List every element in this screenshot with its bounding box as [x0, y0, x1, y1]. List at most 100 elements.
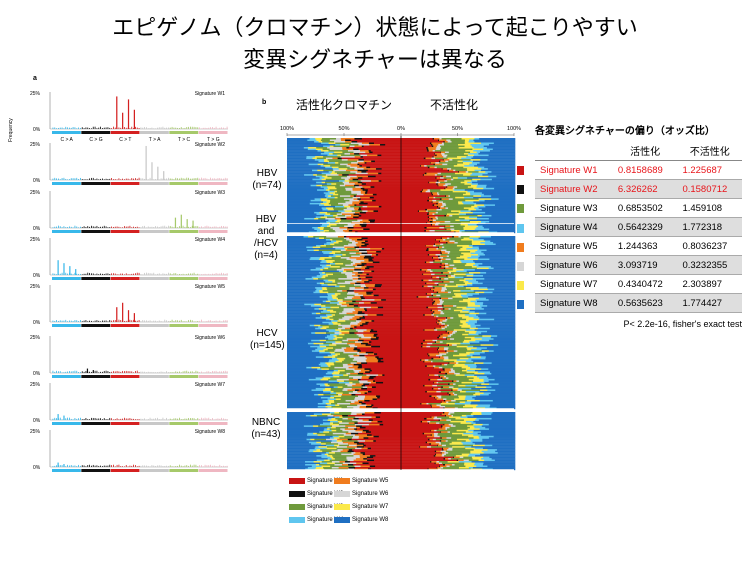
spectrum-bar	[146, 320, 147, 322]
composition-segment	[425, 245, 434, 247]
spectrum-bar	[138, 465, 140, 467]
spectrum-bar	[54, 127, 56, 129]
composition-segment	[321, 317, 330, 319]
composition-segment	[323, 348, 328, 351]
composition-segment	[343, 315, 355, 318]
spectrum-bar	[80, 417, 81, 420]
spectrum-peak-bar	[122, 112, 124, 129]
spectrum-bar	[179, 178, 180, 180]
composition-segment	[371, 254, 376, 256]
composition-segment	[483, 362, 492, 365]
composition-segment	[472, 282, 483, 285]
composition-segment	[313, 461, 322, 463]
composition-segment	[308, 378, 321, 381]
composition-segment	[287, 189, 318, 192]
composition-segment	[310, 443, 321, 445]
composition-segment	[287, 353, 331, 356]
spectrum-bar	[89, 128, 90, 129]
composition-segment	[447, 168, 452, 170]
composition-segment	[431, 404, 437, 407]
composition-segment	[436, 183, 439, 185]
col-header-inactive: 不活性化	[677, 141, 742, 161]
composition-segment	[367, 240, 402, 243]
subtype-strip	[52, 324, 81, 327]
composition-segment	[358, 214, 362, 217]
composition-segment	[364, 315, 402, 318]
composition-segment	[368, 260, 374, 262]
odds-cell-sig: Signature W7	[540, 278, 598, 290]
spectrum-bar	[147, 272, 149, 275]
composition-segment	[488, 299, 516, 301]
spectrum-bar	[177, 227, 178, 228]
spectrum-bar	[124, 127, 125, 129]
composition-segment	[339, 285, 346, 288]
composition-segment	[347, 243, 356, 246]
composition-segment	[378, 435, 402, 438]
composition-segment	[444, 285, 459, 288]
composition-segment	[475, 422, 516, 425]
composition-segment	[476, 266, 492, 268]
composition-segment	[374, 220, 402, 223]
composition-segment	[353, 428, 358, 431]
composition-segment	[443, 375, 447, 378]
composition-segment	[313, 291, 320, 294]
composition-segment	[334, 186, 356, 188]
composition-segment	[313, 249, 319, 252]
spectrum-bar	[188, 126, 189, 129]
composition-segment	[424, 270, 426, 273]
spectrum-bar	[177, 371, 178, 373]
active-chromatin-header: 活性化クロマチン	[296, 98, 393, 112]
spectrum-bar	[204, 417, 206, 420]
composition-segment	[471, 338, 483, 340]
composition-segment	[438, 371, 442, 374]
composition-segment	[477, 249, 487, 252]
composition-segment	[422, 345, 427, 348]
composition-segment	[436, 422, 440, 425]
spectrum-bar	[221, 417, 222, 420]
spectrum-bar	[169, 225, 171, 228]
composition-segment	[431, 429, 435, 432]
composition-segment	[362, 210, 368, 213]
spectrum-bar	[223, 465, 224, 467]
composition-segment	[469, 353, 481, 356]
spectrum-bar	[173, 273, 175, 275]
spectrum-peak-bar	[75, 269, 77, 275]
composition-segment	[358, 371, 366, 374]
composition-segment	[322, 390, 331, 393]
composition-segment	[333, 208, 344, 211]
composition-segment	[434, 166, 438, 169]
composition-segment	[314, 447, 327, 450]
composition-segment	[349, 205, 363, 208]
spectrum-peak-bar	[174, 217, 177, 228]
composition-segment	[351, 230, 402, 232]
composition-segment	[440, 356, 444, 359]
composition-segment	[352, 377, 362, 380]
spectrum-bar	[182, 128, 184, 129]
spectrum-bar	[81, 127, 83, 129]
slide-title-line2: 変異シグネチャーは異なる	[243, 48, 507, 73]
composition-segment	[401, 384, 424, 387]
subtype-strip	[169, 277, 199, 280]
composition-segment	[432, 201, 439, 204]
spectrum-peak-bar	[63, 415, 65, 420]
composition-segment	[461, 414, 467, 417]
composition-segment	[337, 419, 353, 422]
composition-segment	[449, 281, 455, 283]
composition-segment	[364, 399, 370, 402]
composition-segment	[355, 452, 361, 454]
composition-segment	[465, 192, 471, 195]
composition-segment	[342, 151, 354, 154]
composition-segment	[476, 163, 516, 166]
composition-segment	[465, 150, 474, 152]
composition-segment	[305, 246, 313, 249]
spectrum-bar	[171, 178, 173, 180]
composition-segment	[452, 269, 464, 271]
composition-segment	[450, 291, 476, 294]
composition-segment	[441, 377, 443, 380]
spectrum-bar	[107, 321, 109, 322]
signature-swatch	[517, 223, 524, 233]
composition-segment	[433, 243, 436, 246]
composition-segment	[442, 239, 446, 241]
composition-segment	[287, 153, 321, 155]
subtype-strip	[52, 469, 81, 472]
